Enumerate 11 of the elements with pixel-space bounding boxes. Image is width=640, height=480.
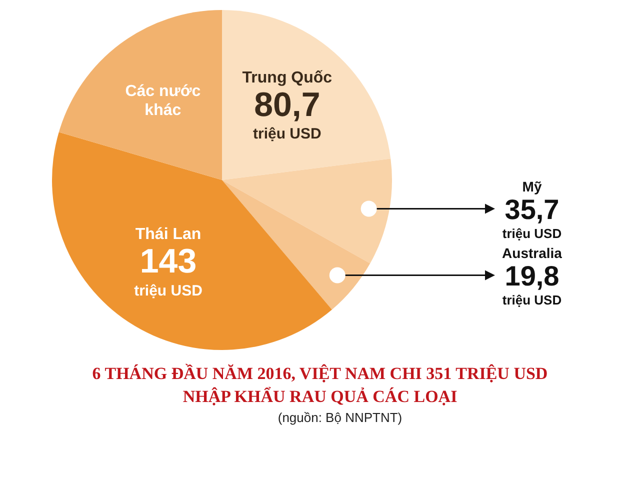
slice-label: Thái Lan	[135, 226, 202, 244]
text: (nguồn: Bộ NNPTNT)	[276, 410, 404, 425]
data-label: 80,7 triệu USD	[253, 86, 322, 143]
slice-label: Các nước khác	[125, 82, 201, 119]
slice-label: Mỹ	[522, 178, 542, 195]
data-label: 35,7 triệu USD	[502, 194, 562, 241]
slice-label: Australia	[502, 245, 562, 262]
slice-label: Trung Quốc	[242, 69, 332, 86]
text: 6 THÁNG ĐẦU NĂM 2016, VIỆT NAM CHI 351 TRIỆU USD NHẬP KHẨU RAU QUẢ CÁC LOẠI	[91, 362, 549, 408]
data-label: 19,8 triệu USD	[502, 260, 562, 308]
data-label: 143 triệu USD	[134, 242, 203, 300]
